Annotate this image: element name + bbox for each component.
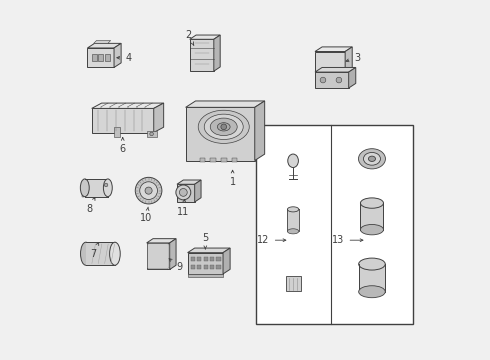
- Circle shape: [336, 77, 342, 83]
- Ellipse shape: [204, 114, 243, 140]
- Circle shape: [104, 183, 108, 187]
- Polygon shape: [147, 243, 170, 270]
- Polygon shape: [203, 257, 208, 261]
- Polygon shape: [223, 248, 230, 274]
- Polygon shape: [197, 265, 201, 269]
- Polygon shape: [87, 48, 114, 67]
- Polygon shape: [210, 265, 214, 269]
- Polygon shape: [345, 47, 352, 75]
- Polygon shape: [315, 51, 345, 75]
- Ellipse shape: [135, 177, 162, 204]
- Polygon shape: [147, 131, 157, 137]
- Text: 3: 3: [346, 53, 360, 63]
- Ellipse shape: [359, 286, 385, 298]
- Ellipse shape: [361, 198, 384, 208]
- Polygon shape: [147, 239, 176, 243]
- Ellipse shape: [145, 187, 152, 194]
- Polygon shape: [315, 67, 356, 72]
- Polygon shape: [87, 43, 121, 48]
- Polygon shape: [31, 127, 38, 138]
- Ellipse shape: [361, 225, 384, 235]
- Polygon shape: [92, 108, 154, 132]
- Polygon shape: [154, 103, 164, 132]
- Text: 12: 12: [257, 235, 286, 245]
- Polygon shape: [188, 248, 230, 253]
- Ellipse shape: [80, 179, 89, 197]
- Polygon shape: [92, 54, 97, 61]
- Polygon shape: [315, 72, 349, 88]
- Polygon shape: [82, 193, 84, 197]
- Circle shape: [150, 132, 153, 136]
- Polygon shape: [186, 107, 255, 161]
- Text: 1: 1: [229, 170, 236, 187]
- Text: 8: 8: [86, 198, 95, 214]
- Text: 7: 7: [90, 243, 98, 259]
- Text: 9: 9: [169, 258, 182, 272]
- Ellipse shape: [288, 207, 299, 212]
- Polygon shape: [105, 54, 110, 61]
- Polygon shape: [98, 54, 103, 61]
- Text: 10: 10: [140, 207, 152, 222]
- Polygon shape: [210, 257, 214, 261]
- Ellipse shape: [288, 154, 298, 167]
- Ellipse shape: [368, 156, 375, 162]
- Ellipse shape: [210, 118, 237, 136]
- Polygon shape: [199, 158, 205, 162]
- Polygon shape: [188, 253, 223, 274]
- Ellipse shape: [359, 258, 385, 270]
- Polygon shape: [214, 35, 220, 71]
- Polygon shape: [94, 41, 111, 43]
- Polygon shape: [114, 127, 121, 138]
- Polygon shape: [92, 103, 164, 108]
- Polygon shape: [256, 125, 414, 324]
- Polygon shape: [286, 276, 300, 291]
- Ellipse shape: [103, 179, 112, 197]
- Polygon shape: [349, 67, 356, 88]
- Ellipse shape: [176, 185, 191, 200]
- Polygon shape: [190, 35, 220, 39]
- Polygon shape: [191, 265, 195, 269]
- Circle shape: [320, 77, 326, 83]
- Polygon shape: [191, 257, 195, 261]
- Polygon shape: [190, 39, 214, 71]
- Polygon shape: [86, 242, 115, 265]
- Polygon shape: [203, 265, 208, 269]
- Ellipse shape: [198, 110, 249, 143]
- Ellipse shape: [80, 242, 91, 265]
- Polygon shape: [361, 203, 384, 230]
- Ellipse shape: [364, 152, 380, 165]
- Text: 11: 11: [177, 199, 189, 217]
- Polygon shape: [216, 265, 220, 269]
- Polygon shape: [221, 158, 226, 162]
- Text: 6: 6: [120, 138, 126, 154]
- Polygon shape: [177, 180, 201, 184]
- Polygon shape: [216, 257, 220, 261]
- Polygon shape: [114, 43, 121, 67]
- Ellipse shape: [110, 242, 120, 265]
- Polygon shape: [188, 274, 223, 277]
- Text: 4: 4: [117, 53, 131, 63]
- Ellipse shape: [179, 189, 187, 196]
- Polygon shape: [195, 180, 201, 202]
- Polygon shape: [210, 158, 216, 162]
- Ellipse shape: [140, 182, 157, 199]
- Polygon shape: [177, 184, 195, 202]
- Polygon shape: [197, 257, 201, 261]
- Ellipse shape: [218, 123, 230, 131]
- Circle shape: [221, 124, 226, 130]
- Polygon shape: [359, 264, 385, 292]
- Text: 2: 2: [185, 30, 194, 45]
- Text: 13: 13: [332, 235, 363, 245]
- Polygon shape: [232, 158, 237, 162]
- Polygon shape: [315, 47, 352, 51]
- Polygon shape: [170, 239, 176, 270]
- Text: 5: 5: [202, 233, 208, 249]
- Polygon shape: [288, 210, 299, 231]
- Ellipse shape: [359, 149, 386, 169]
- Polygon shape: [186, 101, 265, 107]
- Ellipse shape: [288, 229, 299, 234]
- Polygon shape: [85, 179, 108, 197]
- Polygon shape: [255, 101, 265, 161]
